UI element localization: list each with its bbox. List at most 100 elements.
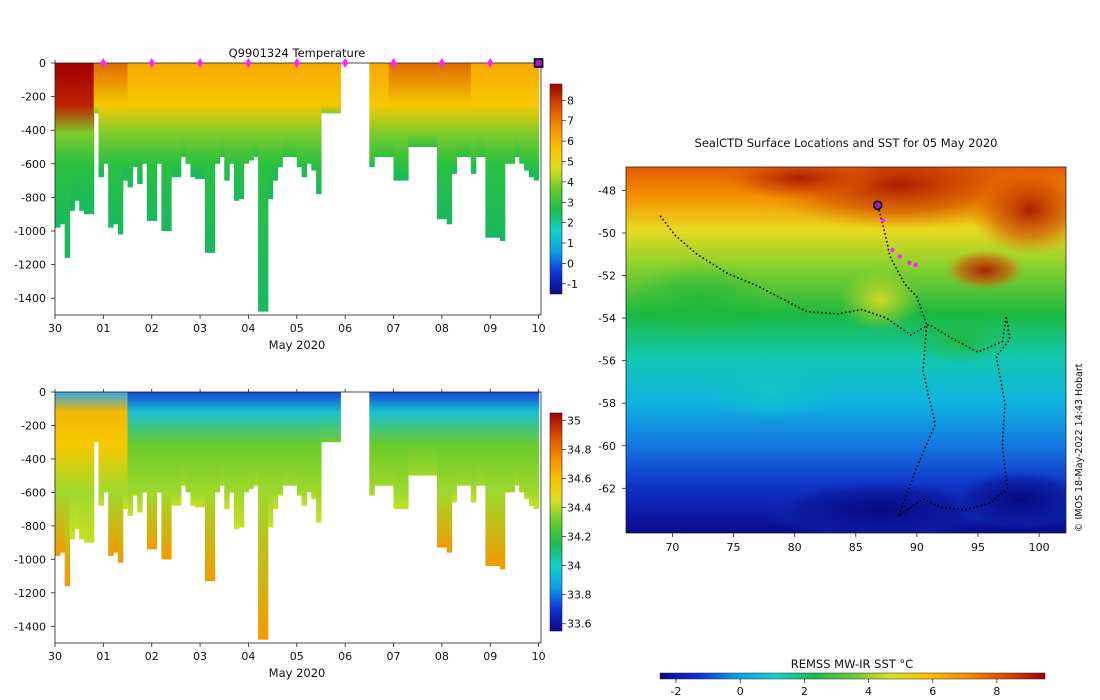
colorbar-tick-label: 0 (567, 257, 574, 270)
x-tick-label: 07 (387, 650, 401, 663)
salinity-profile-48 (287, 392, 293, 486)
salinity-profile-47 (282, 392, 288, 486)
temperature-profile-45 (272, 63, 279, 181)
temperature-profile-43 (262, 63, 269, 312)
salinity-profile-41 (253, 392, 259, 486)
surfacing-marker (245, 58, 252, 68)
temperature-profile-86 (499, 63, 506, 242)
x-tick-label: 10 (532, 650, 546, 663)
salinity-profile-40 (248, 392, 254, 490)
temperature-profile-29 (195, 63, 201, 179)
salinity-profile-46 (277, 392, 283, 496)
y-tick-label: -1000 (14, 225, 46, 238)
salinity-profile-16 (132, 392, 138, 496)
x-tick-label: 30 (48, 322, 62, 335)
recent-position (880, 217, 885, 223)
salinity-profile-71 (427, 392, 433, 476)
salinity-profile-83 (485, 392, 491, 567)
y-tick-label: -1200 (14, 587, 46, 600)
sst-colorbar-tick-label: 8 (993, 685, 1000, 698)
temperature-profile-73 (437, 63, 443, 220)
y-tick-label: -600 (21, 158, 46, 171)
temperature-profile-58 (335, 63, 341, 114)
x-tick-label: 03 (193, 322, 207, 335)
x-tick-label: 05 (290, 322, 304, 335)
temperature-profile-2 (64, 63, 71, 258)
temperature-profile-71 (427, 63, 433, 147)
temperature-profile-20 (151, 63, 158, 221)
temperature-profile-23 (166, 63, 172, 231)
salinity-profile-22 (161, 392, 167, 560)
y-tick-label: -200 (21, 91, 46, 104)
temperature-profile-80 (470, 63, 477, 174)
salinity-profile-59 (369, 392, 375, 496)
temperature-profile-89 (514, 63, 520, 158)
salinity-profile-0 (55, 392, 61, 556)
salinity-profile-68 (412, 392, 419, 476)
temperature-section-panel: Q9901324 Temperature 0 -200 -400 -600 -800 -1… (14, 46, 578, 352)
x-tick-label: 08 (435, 650, 449, 663)
temperature-profile-76 (451, 63, 457, 174)
surfacing-markers (100, 58, 544, 68)
temperature-profile-85 (495, 63, 501, 238)
salinity-profile-23 (166, 392, 172, 560)
x-tick-label: 01 (96, 322, 110, 335)
temperature-profile-72 (432, 63, 438, 147)
temperature-profile-69 (417, 63, 424, 147)
salinity-profile-56 (325, 392, 332, 443)
temperature-axes: 0 -200 -400 -600 -800 -1000 -1200 -1400 30 01 02 03… (14, 57, 546, 335)
salinity-profile-75 (446, 392, 453, 553)
y-tick-label: -1000 (14, 553, 46, 566)
y-tick-label: -1400 (14, 620, 46, 633)
colorbar-tick-label: 6 (567, 135, 574, 148)
temperature-profile-18 (142, 63, 148, 164)
salinity-axes: 0 -200 -400 -600 -800 -1000 -1200 -1400 30 01 02 03… (14, 386, 546, 663)
colorbar-tick-label: 35 (567, 414, 581, 427)
temperature-profile-81 (475, 63, 482, 158)
surfacing-marker (487, 58, 494, 68)
salinity-profile-53 (311, 392, 317, 500)
temperature-profile-21 (156, 63, 162, 164)
temperature-profile-65 (398, 63, 404, 181)
salinity-profile-34 (219, 392, 225, 486)
temperature-profile-55 (320, 63, 327, 114)
salinity-profile-87 (504, 392, 511, 493)
x-tick-label: 30 (48, 650, 62, 663)
temperature-profile-53 (311, 63, 317, 171)
salinity-profile-69 (417, 392, 424, 476)
map-y-tick-label: -56 (598, 355, 616, 368)
map-x-tick-label: 90 (910, 541, 924, 554)
temperature-profile-66 (403, 63, 409, 181)
surfacing-marker (390, 58, 397, 68)
salinity-profile-33 (214, 392, 221, 493)
temperature-profile-48 (287, 63, 293, 158)
y-tick-label: -600 (21, 486, 46, 499)
x-tick-label: 02 (145, 322, 159, 335)
sst-colorbar-tick-label: 0 (737, 685, 744, 698)
map-x-tick-label: 70 (665, 541, 679, 554)
temperature-profile-1 (59, 63, 66, 225)
salinity-profile-49 (291, 392, 298, 486)
colorbar-tick-label: 5 (567, 155, 574, 168)
salinity-profile-64 (393, 392, 399, 510)
salinity-profile-19 (146, 392, 153, 550)
temperature-profile-7 (88, 63, 95, 215)
temperature-profile-59 (369, 63, 375, 168)
temperature-profile-28 (190, 63, 196, 178)
salinity-profiles (55, 392, 540, 640)
salinity-profile-38 (238, 392, 245, 528)
temperature-profile-9 (98, 63, 104, 178)
y-tick-label: -200 (21, 419, 46, 432)
salinity-profile-62 (383, 392, 390, 486)
temperature-profile-75 (446, 63, 453, 225)
temperature-profile-16 (132, 63, 138, 168)
temperature-colorbar-ticks: -1 0 1 2 3 4 5 6 7 8 (562, 94, 578, 291)
temperature-profile-13 (117, 63, 124, 235)
x-tick-label: 10 (532, 322, 546, 335)
salinity-profile-17 (137, 392, 143, 513)
y-tick-label: -400 (21, 124, 46, 137)
salinity-profile-92 (528, 392, 535, 506)
salinity-profile-32 (209, 392, 216, 582)
salinity-profile-90 (519, 392, 525, 493)
temperature-profile-49 (291, 63, 298, 158)
